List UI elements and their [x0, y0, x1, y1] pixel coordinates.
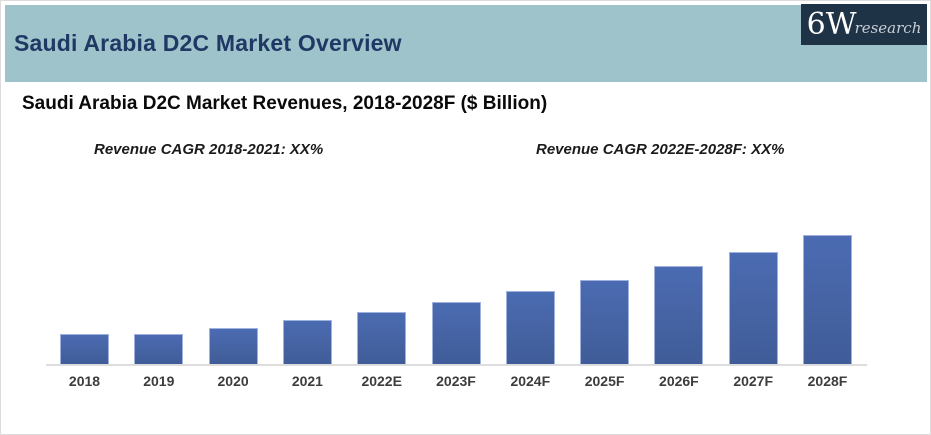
x-label-2023F: 2023F [436, 373, 476, 389]
x-label-2024F: 2024F [510, 373, 551, 389]
header-band: Saudi Arabia D2C Market Overview [5, 5, 927, 82]
x-label-2022E: 2022E [361, 373, 402, 389]
bar-2024F [505, 291, 555, 364]
x-label-2026F: 2026F [659, 373, 699, 389]
x-label-2020: 2020 [217, 373, 249, 389]
bar-2020 [208, 328, 258, 364]
x-label-2019: 2019 [143, 373, 175, 389]
cagr-annotation-2022-2028: Revenue CAGR 2022E-2028F: XX% [536, 141, 785, 158]
bar-2019 [134, 334, 184, 364]
chart-title: Saudi Arabia D2C Market Revenues, 2018-2… [22, 93, 548, 114]
bar-2025F [580, 280, 630, 364]
bar-2022E [357, 312, 407, 364]
x-label-2027F: 2027F [733, 373, 774, 389]
x-label-2018: 2018 [68, 373, 101, 389]
x-label-2021: 2021 [291, 373, 323, 389]
logo: 6W research [801, 4, 927, 45]
bar-2021 [282, 320, 332, 364]
page-title: Saudi Arabia D2C Market Overview [14, 30, 402, 56]
bar-2023F [431, 302, 481, 364]
bar-2028F [803, 235, 852, 364]
logo-research-text: research [854, 19, 922, 37]
cagr-annotation-2018-2021: Revenue CAGR 2018-2021: XX% [94, 141, 324, 158]
x-axis-line [46, 364, 867, 366]
x-label-2028F: 2028F [807, 373, 848, 389]
bar-2026F [654, 266, 704, 364]
bar-2018 [60, 334, 109, 364]
bar-2027F [728, 252, 778, 364]
x-label-2025F: 2025F [584, 373, 625, 389]
logo-6w-text: 6W [806, 7, 857, 42]
